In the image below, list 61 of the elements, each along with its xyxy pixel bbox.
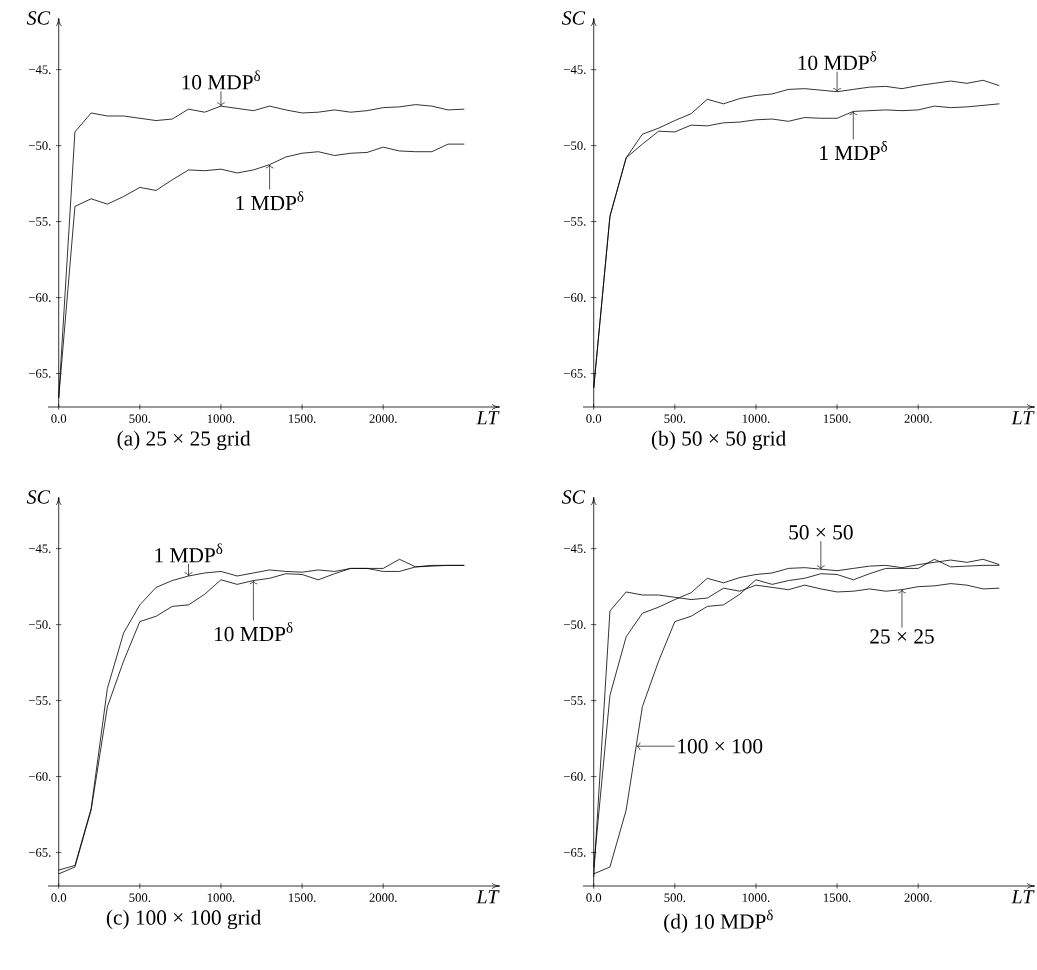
y-tick-label: −60. <box>563 293 586 302</box>
x-axis-title: LT <box>1011 411 1035 425</box>
x-tick-label: 1500. <box>823 414 851 423</box>
text: (b) 50 × 50 grid <box>651 430 786 451</box>
y-tick-label: −60. <box>563 772 586 781</box>
x-tick-label: 1500. <box>288 414 316 423</box>
x-tick-label: 2000. <box>904 893 932 902</box>
x-tick-label: 2000. <box>369 893 397 902</box>
y-axis-title: SC <box>561 11 586 25</box>
x-tick-label: 1000. <box>207 414 235 423</box>
y-tick-label: −65. <box>563 369 586 378</box>
y-tick-label: −50. <box>563 620 586 629</box>
y-tick-label: −55. <box>563 696 586 705</box>
x-tick-label: 500. <box>664 414 686 423</box>
y-tick-label: −45. <box>28 544 51 553</box>
annotation: 1 MDP$^{δ}$ <box>820 141 888 160</box>
y-tick-label: −45. <box>563 65 586 74</box>
annotation: 1 MDP$^{δ}$ <box>155 543 223 563</box>
y-axis-title: SC <box>26 490 51 504</box>
y-tick-label: −50. <box>563 141 586 150</box>
y-tick-label: −55. <box>28 217 51 226</box>
x-tick-label: 500. <box>664 893 686 902</box>
y-tick-label: −50. <box>28 141 51 150</box>
annotation: 25 × 25 <box>870 629 934 644</box>
annotation: 1 MDP$^{δ}$ <box>236 191 304 211</box>
y-tick-label: −55. <box>563 217 586 226</box>
annotation: 100 × 100 <box>678 739 763 754</box>
x-axis-title: LT <box>476 411 500 425</box>
text: (d) 10 MDP$^{δ}$ <box>664 909 773 934</box>
x-tick-label: 2000. <box>369 414 397 423</box>
annotation: 50 × 50 <box>789 525 853 540</box>
text: (c) 100 × 100 grid <box>106 909 262 930</box>
x-tick-label: 1500. <box>823 893 851 902</box>
y-axis-title: SC <box>26 11 51 25</box>
y-tick-label: −60. <box>28 293 51 302</box>
annotation: 10 MDP$^{δ}$ <box>182 70 261 90</box>
text: (a) 25 × 25 grid <box>117 430 251 451</box>
y-tick-label: −65. <box>563 848 586 857</box>
annotation: 10 MDP$^{δ}$ <box>214 622 293 642</box>
y-tick-label: −65. <box>28 848 51 857</box>
x-tick-label: 0.0 <box>51 414 67 423</box>
x-tick-label: 1000. <box>207 893 235 902</box>
y-tick-label: −65. <box>28 369 51 378</box>
annotation: 10 MDP$^{δ}$ <box>798 51 877 71</box>
y-tick-label: −45. <box>28 65 51 74</box>
x-tick-label: 1000. <box>742 893 770 902</box>
y-tick-label: −45. <box>563 544 586 553</box>
x-tick-label: 2000. <box>904 414 932 423</box>
x-tick-label: 0.0 <box>51 893 67 902</box>
x-tick-label: 0.0 <box>586 893 602 902</box>
x-axis-title: LT <box>476 890 500 904</box>
y-tick-label: −55. <box>28 696 51 705</box>
x-tick-label: 500. <box>129 414 151 423</box>
x-axis-title: LT <box>1011 890 1035 904</box>
x-tick-label: 500. <box>129 893 151 902</box>
y-axis-title: SC <box>561 490 586 504</box>
y-tick-label: −60. <box>28 772 51 781</box>
x-tick-label: 0.0 <box>586 414 602 423</box>
y-tick-label: −50. <box>28 620 51 629</box>
x-tick-label: 1000. <box>742 414 770 423</box>
x-tick-label: 1500. <box>288 893 316 902</box>
